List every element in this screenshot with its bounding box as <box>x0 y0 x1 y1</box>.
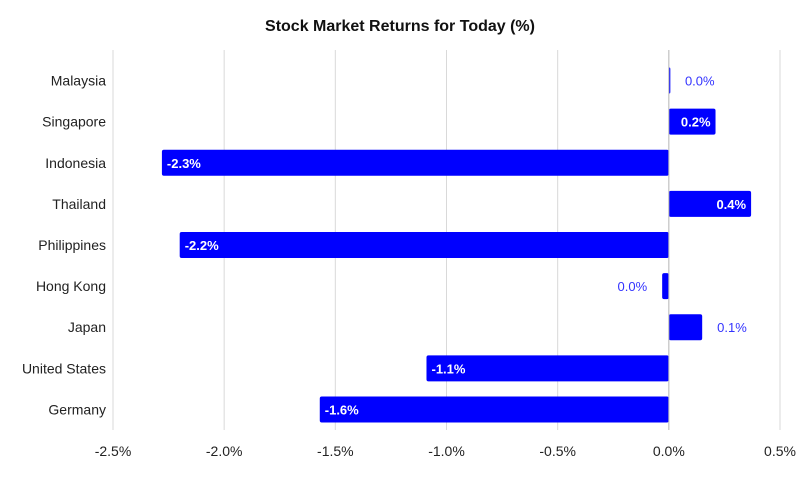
data-label: -1.1% <box>431 361 465 376</box>
bar <box>319 396 669 423</box>
data-label: -2.2% <box>185 238 219 253</box>
category-label: Hong Kong <box>36 278 106 294</box>
x-tick-label: -1.0% <box>428 443 465 459</box>
category-label: Thailand <box>52 196 106 212</box>
bar <box>668 314 703 341</box>
data-label: 0.4% <box>716 197 746 212</box>
data-label: -2.3% <box>167 156 201 171</box>
bar <box>426 355 669 382</box>
x-tick-label: -2.0% <box>206 443 243 459</box>
data-label: 0.0% <box>618 279 648 294</box>
bar <box>668 190 752 217</box>
category-label: Japan <box>68 319 106 335</box>
x-tick-label: 0.5% <box>764 443 796 459</box>
bar <box>179 232 669 258</box>
x-tick-label: -0.5% <box>539 443 576 459</box>
data-label: 0.2% <box>681 115 711 130</box>
category-label: United States <box>22 360 106 376</box>
bar <box>668 108 716 135</box>
data-label: -1.6% <box>325 402 359 417</box>
category-label: Indonesia <box>45 155 106 171</box>
bar <box>161 149 669 176</box>
category-label: Philippines <box>38 237 106 253</box>
data-label: 0.1% <box>717 320 747 335</box>
category-label: Singapore <box>42 114 106 130</box>
x-tick-label: -2.5% <box>95 443 132 459</box>
category-label: Germany <box>48 401 106 417</box>
x-tick-label: 0.0% <box>653 443 685 459</box>
category-label: Malaysia <box>51 73 106 89</box>
bar <box>662 273 669 300</box>
x-tick-label: -1.5% <box>317 443 354 459</box>
data-label: 0.0% <box>685 74 715 89</box>
chart-title: Stock Market Returns for Today (%) <box>265 18 535 35</box>
